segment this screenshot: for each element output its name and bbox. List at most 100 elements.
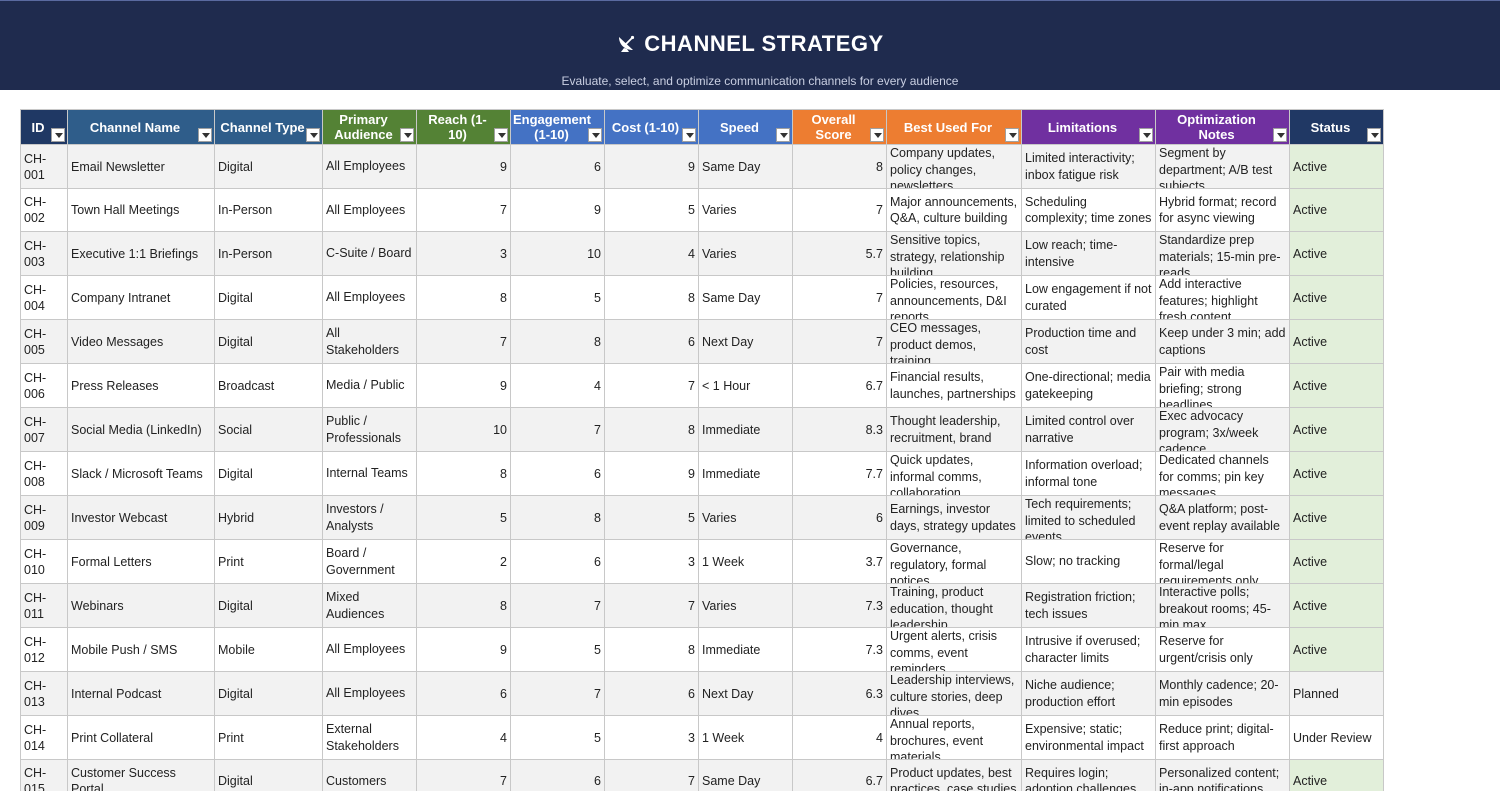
cell-speed[interactable]: Same Day [698, 759, 793, 791]
cell-best-used-for[interactable]: CEO messages, product demos, training [886, 319, 1022, 364]
cell-channel-type[interactable]: Social [214, 407, 323, 452]
cell-cost[interactable]: 3 [604, 715, 699, 760]
cell-cost[interactable]: 6 [604, 671, 699, 716]
cell-status[interactable]: Active [1289, 495, 1384, 540]
cell-primary-audience[interactable]: All Employees [322, 188, 417, 232]
cell-primary-audience[interactable]: All Employees [322, 144, 417, 189]
cell-limitations[interactable]: Limited control over narrative [1021, 407, 1156, 452]
cell-channel-type[interactable]: Digital [214, 583, 323, 628]
cell-channel-type[interactable]: Digital [214, 275, 323, 320]
cell-engagement[interactable]: 7 [510, 671, 605, 716]
cell-reach[interactable]: 7 [416, 319, 511, 364]
cell-reach[interactable]: 7 [416, 188, 511, 232]
cell-primary-audience[interactable]: Investors / Analysts [322, 495, 417, 540]
cell-channel-name[interactable]: Social Media (LinkedIn) [67, 407, 215, 452]
cell-speed[interactable]: Next Day [698, 319, 793, 364]
cell-id[interactable]: CH-008 [20, 451, 68, 496]
cell-limitations[interactable]: Production time and cost [1021, 319, 1156, 364]
cell-reach[interactable]: 8 [416, 275, 511, 320]
cell-channel-name[interactable]: Town Hall Meetings [67, 188, 215, 232]
cell-channel-name[interactable]: Company Intranet [67, 275, 215, 320]
cell-status[interactable]: Planned [1289, 671, 1384, 716]
cell-reach[interactable]: 5 [416, 495, 511, 540]
cell-best-used-for[interactable]: Urgent alerts, crisis comms, event remin… [886, 627, 1022, 672]
cell-limitations[interactable]: Limited interactivity; inbox fatigue ris… [1021, 144, 1156, 189]
cell-id[interactable]: CH-004 [20, 275, 68, 320]
cell-channel-name[interactable]: Formal Letters [67, 539, 215, 584]
cell-channel-type[interactable]: In-Person [214, 231, 323, 276]
cell-status[interactable]: Active [1289, 144, 1384, 189]
cell-status[interactable]: Under Review [1289, 715, 1384, 760]
cell-cost[interactable]: 9 [604, 144, 699, 189]
cell-channel-name[interactable]: Slack / Microsoft Teams [67, 451, 215, 496]
cell-best-used-for[interactable]: Product updates, best practices, case st… [886, 759, 1022, 791]
cell-limitations[interactable]: Information overload; informal tone [1021, 451, 1156, 496]
cell-speed[interactable]: Varies [698, 231, 793, 276]
cell-status[interactable]: Active [1289, 627, 1384, 672]
cell-speed[interactable]: Varies [698, 495, 793, 540]
cell-limitations[interactable]: Low reach; time-intensive [1021, 231, 1156, 276]
cell-reach[interactable]: 9 [416, 627, 511, 672]
cell-channel-type[interactable]: Digital [214, 759, 323, 791]
cell-optimization-notes[interactable]: Personalized content; in-app notificatio… [1155, 759, 1290, 791]
cell-primary-audience[interactable]: Board / Government [322, 539, 417, 584]
cell-overall-score[interactable]: 6 [792, 495, 887, 540]
cell-cost[interactable]: 7 [604, 363, 699, 408]
cell-channel-name[interactable]: Investor Webcast [67, 495, 215, 540]
cell-optimization-notes[interactable]: Pair with media briefing; strong headlin… [1155, 363, 1290, 408]
cell-cost[interactable]: 5 [604, 495, 699, 540]
cell-status[interactable]: Active [1289, 759, 1384, 791]
cell-status[interactable]: Active [1289, 363, 1384, 408]
cell-primary-audience[interactable]: Media / Public [322, 363, 417, 408]
cell-engagement[interactable]: 7 [510, 407, 605, 452]
cell-channel-type[interactable]: Print [214, 715, 323, 760]
cell-primary-audience[interactable]: External Stakeholders [322, 715, 417, 760]
cell-best-used-for[interactable]: Company updates, policy changes, newslet… [886, 144, 1022, 189]
cell-limitations[interactable]: Requires login; adoption challenges [1021, 759, 1156, 791]
cell-overall-score[interactable]: 3.7 [792, 539, 887, 584]
cell-best-used-for[interactable]: Leadership interviews, culture stories, … [886, 671, 1022, 716]
cell-channel-type[interactable]: Mobile [214, 627, 323, 672]
cell-best-used-for[interactable]: Thought leadership, recruitment, brand [886, 407, 1022, 452]
cell-optimization-notes[interactable]: Reduce print; digital-first approach [1155, 715, 1290, 760]
cell-engagement[interactable]: 6 [510, 451, 605, 496]
cell-optimization-notes[interactable]: Reserve for urgent/crisis only [1155, 627, 1290, 672]
cell-optimization-notes[interactable]: Interactive polls; breakout rooms; 45-mi… [1155, 583, 1290, 628]
cell-speed[interactable]: Immediate [698, 407, 793, 452]
cell-engagement[interactable]: 10 [510, 231, 605, 276]
filter-dropdown-icon[interactable] [776, 128, 790, 142]
cell-reach[interactable]: 7 [416, 759, 511, 791]
cell-limitations[interactable]: Scheduling complexity; time zones [1021, 188, 1156, 232]
cell-primary-audience[interactable]: All Stakeholders [322, 319, 417, 364]
cell-status[interactable]: Active [1289, 275, 1384, 320]
cell-channel-name[interactable]: Email Newsletter [67, 144, 215, 189]
filter-dropdown-icon[interactable] [494, 128, 508, 142]
cell-primary-audience[interactable]: All Employees [322, 671, 417, 716]
cell-id[interactable]: CH-015 [20, 759, 68, 791]
cell-engagement[interactable]: 8 [510, 495, 605, 540]
cell-overall-score[interactable]: 7 [792, 188, 887, 232]
cell-reach[interactable]: 8 [416, 583, 511, 628]
cell-engagement[interactable]: 5 [510, 627, 605, 672]
cell-speed[interactable]: 1 Week [698, 539, 793, 584]
cell-optimization-notes[interactable]: Add interactive features; highlight fres… [1155, 275, 1290, 320]
cell-primary-audience[interactable]: All Employees [322, 627, 417, 672]
cell-status[interactable]: Active [1289, 188, 1384, 232]
cell-reach[interactable]: 10 [416, 407, 511, 452]
cell-limitations[interactable]: Intrusive if overused; character limits [1021, 627, 1156, 672]
cell-speed[interactable]: Varies [698, 583, 793, 628]
cell-channel-type[interactable]: Print [214, 539, 323, 584]
cell-channel-name[interactable]: Executive 1:1 Briefings [67, 231, 215, 276]
cell-speed[interactable]: Varies [698, 188, 793, 232]
cell-optimization-notes[interactable]: Exec advocacy program; 3x/week cadence [1155, 407, 1290, 452]
cell-primary-audience[interactable]: C-Suite / Board [322, 231, 417, 276]
cell-status[interactable]: Active [1289, 407, 1384, 452]
cell-engagement[interactable]: 8 [510, 319, 605, 364]
filter-dropdown-icon[interactable] [1367, 128, 1381, 142]
cell-best-used-for[interactable]: Sensitive topics, strategy, relationship… [886, 231, 1022, 276]
cell-limitations[interactable]: Tech requirements; limited to scheduled … [1021, 495, 1156, 540]
cell-channel-type[interactable]: In-Person [214, 188, 323, 232]
cell-limitations[interactable]: Low engagement if not curated [1021, 275, 1156, 320]
cell-overall-score[interactable]: 4 [792, 715, 887, 760]
cell-status[interactable]: Active [1289, 451, 1384, 496]
